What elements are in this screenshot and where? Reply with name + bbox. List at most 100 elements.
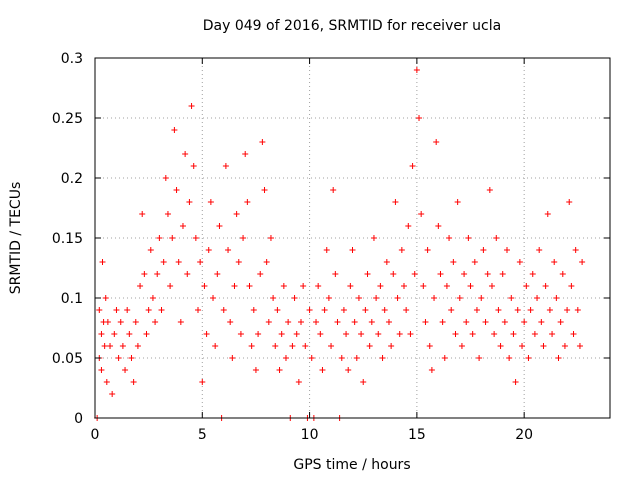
data-point (156, 235, 163, 241)
data-point (207, 199, 214, 205)
data-point (467, 283, 474, 289)
data-point (154, 271, 161, 277)
data-point (188, 103, 195, 109)
data-point (107, 343, 114, 349)
data-point (291, 295, 298, 301)
y-tick-label: 0.25 (52, 111, 83, 127)
data-point (497, 343, 504, 349)
data-point (160, 259, 167, 265)
data-point (349, 247, 356, 253)
data-point (465, 235, 472, 241)
data-point (570, 331, 577, 337)
data-point (199, 379, 206, 385)
data-point (259, 139, 266, 145)
y-tick-label: 0.2 (61, 171, 83, 187)
data-point (401, 283, 407, 289)
data-point (488, 283, 495, 289)
data-point (115, 355, 122, 361)
data-point (162, 175, 169, 181)
data-point (514, 307, 521, 313)
data-point (439, 319, 446, 325)
x-tick-label: 20 (515, 427, 533, 443)
data-point (302, 343, 309, 349)
data-point (362, 307, 369, 313)
data-point (242, 151, 249, 157)
data-point (458, 343, 465, 349)
data-point (334, 319, 341, 325)
data-point (179, 223, 186, 229)
data-point (366, 343, 373, 349)
data-point (177, 319, 184, 325)
data-point (538, 319, 545, 325)
axes: 0 0.05 0.1 0.15 0.2 0.25 0.3 0 5 10 15 20 (52, 51, 610, 443)
data-point (267, 235, 274, 241)
data-point (381, 307, 388, 313)
data-point (542, 283, 549, 289)
data-point (338, 355, 345, 361)
data-point (244, 199, 251, 205)
data-point (364, 271, 371, 277)
data-point (525, 355, 532, 361)
data-point (549, 331, 556, 337)
data-point (197, 259, 204, 265)
data-point (96, 307, 103, 313)
data-point (293, 331, 300, 337)
data-point (561, 343, 568, 349)
data-point (385, 319, 392, 325)
data-point (437, 271, 444, 277)
x-tick-label: 5 (198, 427, 207, 443)
data-point (263, 259, 270, 265)
data-point (491, 331, 498, 337)
chart-title: Day 049 of 2016, SRMTID for receiver ucl… (203, 18, 501, 34)
data-point (270, 295, 277, 301)
data-point (98, 331, 105, 337)
data-point (508, 295, 515, 301)
data-point (495, 307, 502, 313)
data-point (186, 199, 193, 205)
data-point (240, 235, 247, 241)
data-point (471, 259, 478, 265)
data-point (390, 271, 397, 277)
data-point (403, 307, 410, 313)
data-point (216, 223, 223, 229)
data-point (441, 355, 448, 361)
data-points (94, 67, 586, 421)
data-point (261, 187, 268, 193)
data-point (282, 355, 289, 361)
data-point (175, 259, 182, 265)
data-point (235, 259, 242, 265)
x-tick-label: 10 (301, 427, 319, 443)
data-point (456, 295, 463, 301)
data-point (433, 139, 440, 145)
y-axis-label: SRMTID / TECUs (8, 182, 24, 295)
data-point (557, 319, 564, 325)
data-point (544, 211, 551, 217)
data-point (572, 247, 579, 253)
x-tick-label: 0 (91, 427, 100, 443)
y-tick-label: 0.05 (52, 351, 83, 367)
x-tick-label: 15 (408, 427, 426, 443)
data-point (426, 343, 433, 349)
data-point (396, 331, 403, 337)
data-point (313, 319, 320, 325)
data-point (383, 259, 390, 265)
data-point (493, 235, 500, 241)
data-point (141, 271, 148, 277)
data-point (190, 163, 197, 169)
data-point (469, 331, 476, 337)
data-point (546, 307, 553, 313)
data-point (137, 283, 144, 289)
data-point (431, 295, 438, 301)
data-point (201, 283, 208, 289)
data-point (416, 115, 423, 121)
data-point (388, 343, 395, 349)
data-point (98, 367, 105, 373)
data-point (347, 283, 354, 289)
data-point (252, 367, 259, 373)
data-point (504, 247, 510, 253)
data-point (521, 319, 528, 325)
x-axis-label: GPS time / hours (293, 457, 410, 473)
data-point (476, 355, 483, 361)
data-point (126, 331, 133, 337)
